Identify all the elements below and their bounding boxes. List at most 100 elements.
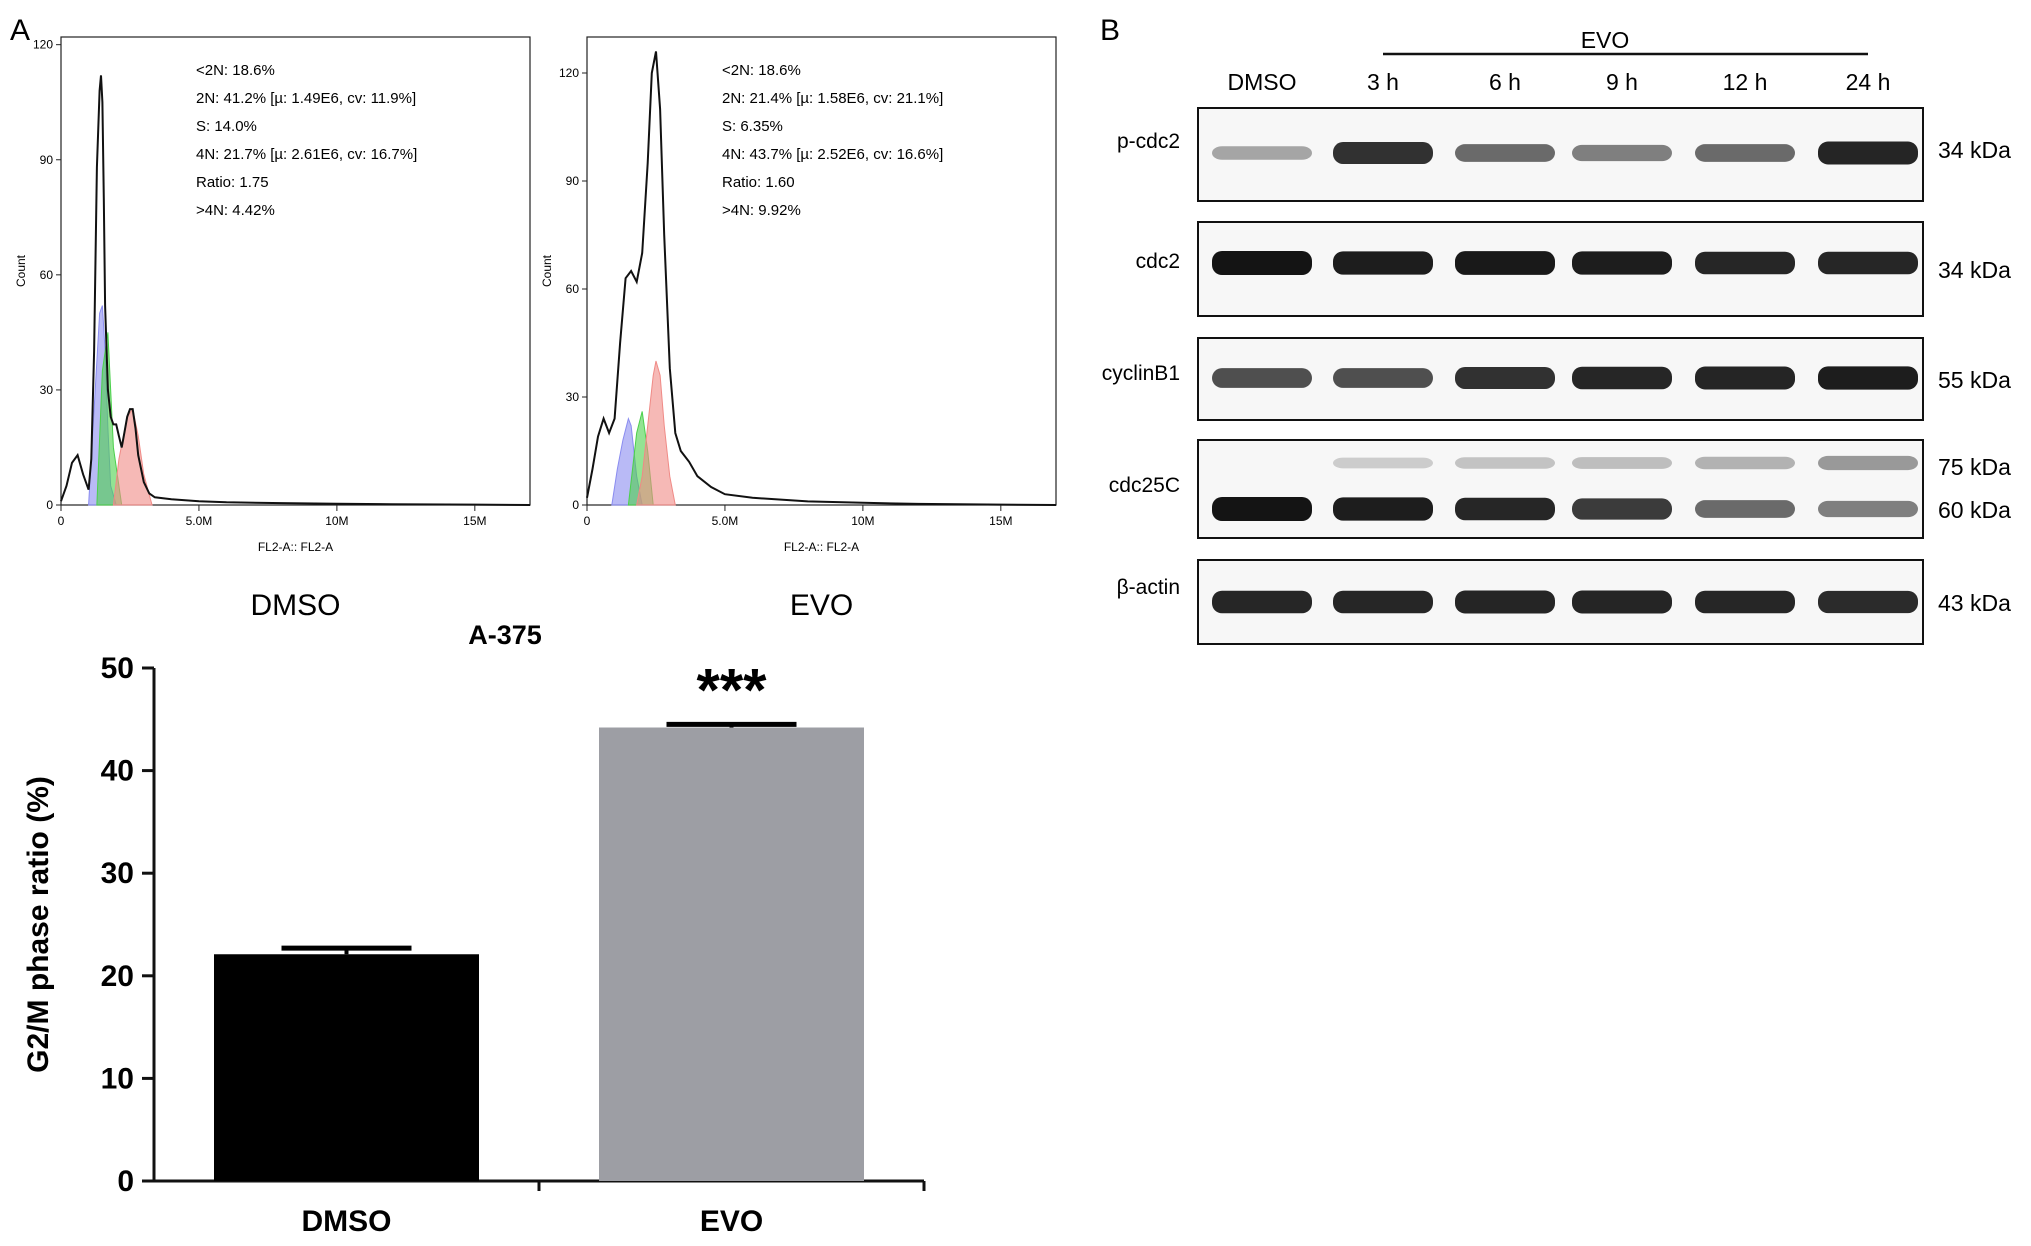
size-marker: 55 kDa: [1938, 367, 2011, 393]
protein-band: [1212, 251, 1312, 275]
row-label: cdc25C: [1109, 474, 1180, 497]
protein-band: [1572, 457, 1672, 469]
protein-band: [1695, 366, 1795, 390]
group-label: EVO: [1581, 27, 1630, 53]
size-marker: 34 kDa: [1938, 257, 2011, 283]
protein-band: [1212, 146, 1312, 160]
y-tick-label: 90: [566, 174, 580, 188]
total-histogram-line: [586, 51, 1057, 506]
protein-band: [1695, 144, 1795, 162]
protein-band: [1572, 251, 1672, 275]
protein-band: [1572, 144, 1672, 162]
protein-band: [1818, 251, 1918, 275]
protein-band: [1818, 455, 1918, 471]
protein-band: [1572, 366, 1672, 390]
protein-band: [1212, 497, 1312, 521]
y-axis-label: G2/M phase ratio (%): [22, 776, 55, 1073]
bar-dmso: [214, 954, 479, 1181]
y-tick-label: 90: [40, 153, 54, 167]
x-tick-label: 15M: [463, 514, 486, 528]
bar-chart-g2m: 0 10 20 30 40 50 DMSO EVO *** A-375 G2/M phase rat…: [22, 620, 926, 1238]
panel-label-b: B: [1100, 14, 1120, 47]
row-label: cyclinB1: [1102, 362, 1180, 385]
x-axis-label: FL2-A:: FL2-A: [784, 540, 859, 554]
size-marker: 43 kDa: [1938, 590, 2011, 616]
y-tick-label: 20: [101, 960, 134, 993]
protein-band: [1212, 368, 1312, 388]
y-axis-label: Count: [540, 254, 554, 287]
x-tick-label: 15M: [989, 514, 1012, 528]
lane-label: DMSO: [1228, 69, 1297, 95]
protein-band: [1455, 251, 1555, 275]
component-g2m: [112, 407, 153, 506]
panel-label-a: A: [10, 14, 30, 47]
x-tick-label: 0: [58, 514, 65, 528]
stat-line: >4N: 9.92%: [722, 202, 801, 219]
protein-band: [1455, 367, 1555, 389]
x-tick-label: 5.0M: [712, 514, 739, 528]
x-tick-label: 10M: [325, 514, 348, 528]
protein-band: [1455, 457, 1555, 469]
protein-band: [1695, 456, 1795, 470]
protein-band: [1333, 142, 1433, 164]
y-tick-label: 120: [559, 66, 579, 80]
protein-band: [1333, 368, 1433, 388]
plot-frame: [60, 36, 531, 506]
protein-band: [1333, 457, 1433, 469]
y-tick-label: 120: [33, 38, 53, 52]
protein-band: [1455, 590, 1555, 614]
significance-annotation: ***: [696, 656, 767, 723]
stat-line: <2N: 18.6%: [196, 62, 275, 79]
x-tick-label: 5.0M: [186, 514, 213, 528]
protein-band: [1695, 590, 1795, 614]
protein-band: [1572, 590, 1672, 614]
lane-label: 12 h: [1723, 69, 1768, 95]
stat-line: 2N: 21.4% [µ: 1.58E6, cv: 21.1%]: [722, 90, 943, 107]
y-tick-label: 0: [117, 1165, 134, 1198]
stat-line: 4N: 43.7% [µ: 2.52E6, cv: 16.6%]: [722, 146, 943, 163]
protein-band: [1212, 590, 1312, 614]
protein-band: [1818, 141, 1918, 165]
stat-line: S: 14.0%: [196, 118, 257, 135]
stat-line: S: 6.35%: [722, 118, 783, 135]
y-tick-label: 50: [101, 652, 134, 685]
y-tick-label: 30: [40, 383, 54, 397]
blot-panel: [1197, 107, 1924, 202]
stat-line: >4N: 4.42%: [196, 202, 275, 219]
protein-band: [1695, 500, 1795, 518]
blot-panel: [1197, 559, 1924, 645]
bar-evo: [599, 727, 864, 1181]
total-histogram-line: [60, 75, 531, 506]
y-tick-label: 10: [101, 1062, 134, 1095]
component-g2m: [636, 360, 676, 506]
size-marker: 60 kDa: [1938, 497, 2011, 523]
y-axis-label: Count: [14, 254, 28, 287]
protein-band: [1818, 590, 1918, 614]
x-tick-label: DMSO: [302, 1205, 392, 1238]
y-tick-label: 30: [101, 857, 134, 890]
blot-panel: [1197, 439, 1924, 539]
y-tick-label: 40: [101, 755, 134, 788]
row-label: p-cdc2: [1117, 130, 1180, 153]
plot-frame: [586, 36, 1057, 506]
protein-band: [1572, 498, 1672, 520]
stat-line: 2N: 41.2% [µ: 1.49E6, cv: 11.9%]: [196, 90, 416, 107]
stat-line: Ratio: 1.60: [722, 174, 795, 191]
lane-label: 24 h: [1846, 69, 1891, 95]
y-tick-label: 30: [566, 390, 580, 404]
y-tick-label: 60: [566, 282, 580, 296]
protein-band: [1333, 590, 1433, 614]
protein-band: [1818, 366, 1918, 390]
blot-panel: [1197, 221, 1924, 317]
row-label: cdc2: [1136, 250, 1180, 273]
stat-line: Ratio: 1.75: [196, 174, 269, 191]
protein-band: [1818, 500, 1918, 518]
y-tick-label: 0: [572, 498, 579, 512]
lane-label: 6 h: [1489, 69, 1521, 95]
histogram-caption: EVO: [790, 589, 853, 622]
x-tick-label: 0: [584, 514, 591, 528]
row-label: β-actin: [1117, 576, 1180, 599]
x-axis-label: FL2-A:: FL2-A: [258, 540, 333, 554]
x-tick-label: EVO: [700, 1205, 763, 1238]
